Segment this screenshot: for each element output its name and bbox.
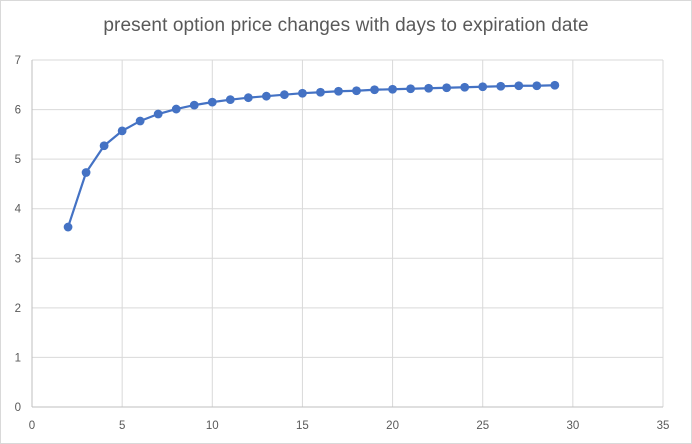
- y-tick-label: 0: [15, 402, 21, 414]
- data-point: [261, 91, 271, 101]
- data-point: [117, 126, 127, 136]
- x-tick-label: 15: [296, 420, 309, 432]
- y-tick-label: 1: [15, 352, 21, 364]
- data-point: [298, 88, 307, 98]
- x-tick-label: 0: [29, 420, 35, 432]
- data-point: [532, 81, 542, 91]
- data-point: [81, 168, 91, 177]
- data-point: [316, 87, 325, 97]
- x-tick-label: 35: [657, 420, 670, 432]
- data-point: [280, 90, 289, 100]
- y-tick-label: 6: [15, 105, 21, 117]
- tick-labels: 0 1 2 3 4 5 6 7 0 5 10 15 20 25 30 35: [15, 55, 670, 432]
- y-tick-label: 2: [15, 303, 21, 315]
- data-point: [388, 84, 397, 94]
- data-point: [478, 82, 488, 92]
- y-tick-label: 4: [15, 204, 22, 216]
- y-tick-label: 3: [15, 253, 21, 265]
- y-tick-label: 7: [15, 55, 21, 67]
- series-line: [67, 84, 555, 228]
- x-tick-label: 10: [206, 420, 219, 432]
- data-point: [424, 83, 434, 93]
- data-point: [550, 80, 560, 90]
- x-tick-label: 25: [476, 420, 489, 432]
- data-point: [153, 109, 163, 119]
- x-tick-label: 5: [119, 420, 125, 432]
- data-point: [352, 86, 361, 96]
- axes: [31, 60, 663, 408]
- gridlines: [32, 59, 664, 407]
- data-point: [243, 93, 253, 103]
- data-point: [207, 97, 217, 107]
- data-point: [225, 95, 235, 105]
- data-point: [370, 85, 379, 95]
- data-point: [460, 82, 470, 92]
- data-point: [171, 104, 181, 114]
- series: [63, 80, 560, 232]
- x-tick-label: 30: [566, 420, 579, 432]
- data-point: [135, 116, 145, 126]
- data-point: [334, 86, 343, 96]
- data-point: [442, 83, 452, 93]
- y-tick-label: 5: [15, 154, 21, 166]
- x-tick-label: 20: [386, 420, 399, 432]
- data-point: [189, 100, 199, 110]
- data-point: [99, 141, 109, 151]
- data-point: [63, 222, 73, 232]
- data-point: [514, 81, 524, 91]
- chart-title: present option price changes with days t…: [103, 15, 589, 36]
- data-point: [406, 84, 415, 94]
- data-point: [496, 81, 506, 91]
